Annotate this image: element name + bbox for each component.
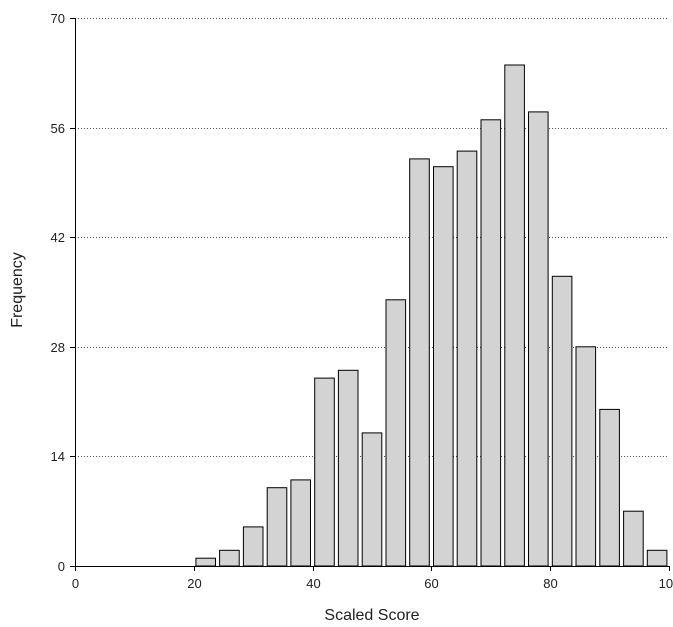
y-tick-label: 28 (51, 340, 65, 355)
bar (195, 557, 216, 567)
bar (575, 346, 597, 567)
bar (551, 275, 573, 567)
x-tick-label: 100 (659, 576, 673, 591)
bar (480, 119, 502, 567)
tick-labels: 0 14 28 42 56 70 0 20 40 60 80 100 (51, 11, 673, 591)
x-tick-label: 60 (424, 576, 438, 591)
bar (504, 64, 525, 567)
bar (599, 408, 620, 567)
x-tick-label: 20 (187, 576, 201, 591)
y-tick-label: 14 (51, 449, 65, 464)
x-axis-title: Scaled Score (324, 607, 419, 624)
bar (242, 526, 264, 567)
y-tick-label: 56 (51, 121, 65, 136)
bar (361, 432, 383, 567)
bar (623, 510, 644, 567)
bar (219, 549, 240, 567)
bar (528, 111, 549, 567)
y-tick-label: 42 (51, 230, 65, 245)
bar (456, 150, 478, 567)
bar (409, 158, 430, 567)
bar (266, 487, 288, 567)
y-axis-title: Frequency (9, 252, 26, 328)
bar (646, 549, 668, 567)
axes (70, 18, 670, 571)
x-tick-label: 80 (543, 576, 557, 591)
y-tick-label: 70 (51, 11, 65, 26)
bar (433, 166, 454, 567)
bar (290, 479, 311, 567)
bar (337, 369, 359, 567)
bar (385, 299, 407, 567)
x-tick-label: 40 (306, 576, 320, 591)
bars (195, 64, 668, 567)
x-tick-label: 0 (72, 576, 79, 591)
bar (314, 377, 335, 567)
y-tick-label: 0 (58, 559, 65, 574)
